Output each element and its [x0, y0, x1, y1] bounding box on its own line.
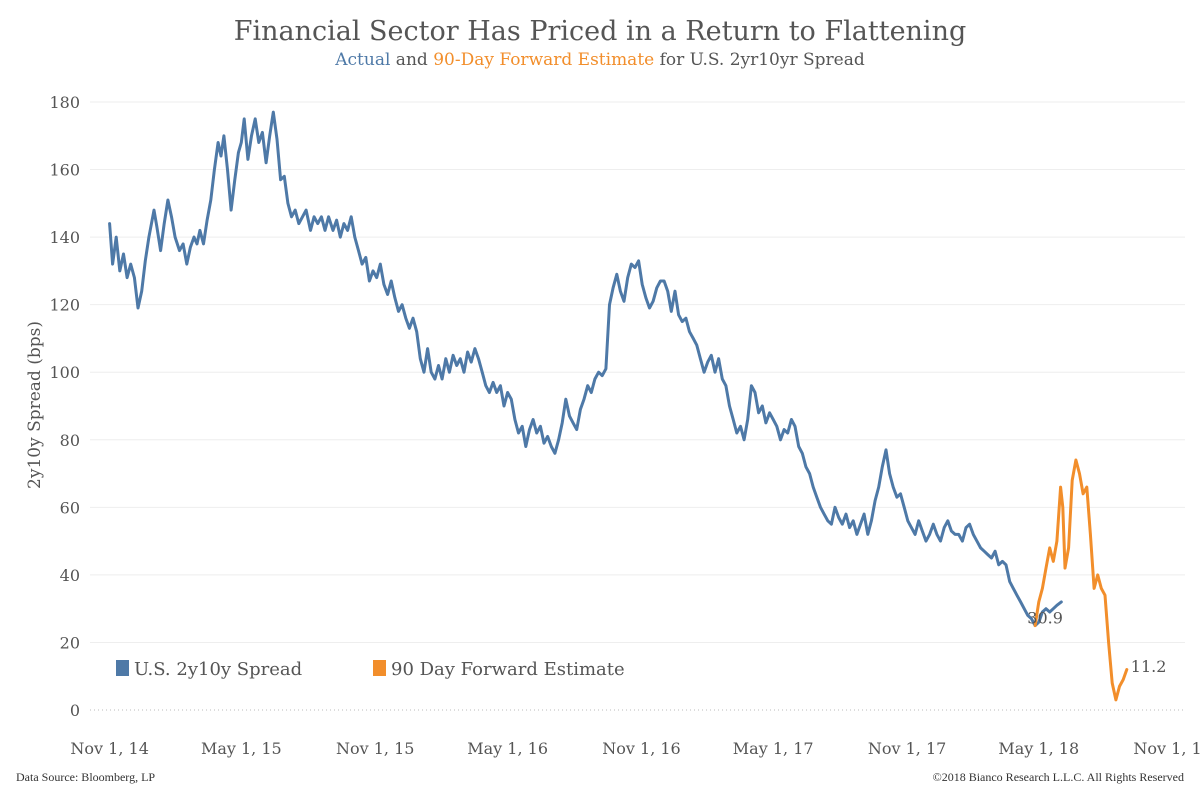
legend-swatch-forward: [373, 660, 386, 676]
y-axis-title: 2y10y Spread (bps): [25, 321, 45, 489]
grid-lines: [90, 101, 1185, 711]
data-source: Data Source: Bloomberg, LP: [16, 770, 156, 784]
x-tick-label: Nov 1, 14: [70, 739, 148, 758]
chart-subtitle: Actual and 90-Day Forward Estimate for U…: [0, 50, 1200, 70]
chart-title: Financial Sector Has Priced in a Return …: [233, 16, 967, 47]
x-tick-label: May 1, 17: [733, 739, 814, 758]
y-tick-label: 60: [60, 498, 80, 517]
x-tick-label: Nov 1, 15: [336, 739, 414, 758]
x-tick-label: Nov 1, 18: [1133, 739, 1200, 758]
legend-swatch-actual: [116, 660, 129, 676]
forward-estimate-line: [1033, 458, 1129, 702]
x-axis-ticks: Nov 1, 14 May 1, 15 Nov 1, 15 May 1, 16 Nov …: [70, 739, 1200, 758]
legend: U.S. 2y10y Spread 90 Day Forward Estimate: [116, 659, 625, 680]
y-axis-ticks: 0 20 40 60 80 100 120 140 160 180: [49, 93, 80, 720]
annotations: 30.9 11.2: [1027, 609, 1166, 677]
y-tick-label: 120: [49, 296, 80, 315]
y-tick-label: 20: [60, 633, 80, 652]
annotation-label: 30.9: [1027, 609, 1063, 628]
x-tick-label: May 1, 18: [998, 739, 1079, 758]
legend-label-actual: U.S. 2y10y Spread: [134, 659, 302, 680]
x-tick-label: May 1, 15: [201, 739, 282, 758]
subtitle-and: and: [390, 50, 434, 70]
x-tick-label: Nov 1, 16: [602, 739, 680, 758]
y-tick-label: 160: [49, 161, 80, 180]
x-tick-label: Nov 1, 17: [868, 739, 946, 758]
subtitle-forward: 90-Day Forward Estimate: [433, 50, 655, 70]
annotation-label: 11.2: [1131, 657, 1167, 676]
subtitle-actual: Actual: [335, 50, 391, 70]
y-tick-label: 80: [60, 431, 80, 450]
actual-spread-line: [108, 110, 1063, 628]
legend-label-forward: 90 Day Forward Estimate: [391, 659, 625, 680]
y-tick-label: 140: [49, 228, 80, 247]
y-tick-label: 100: [49, 363, 80, 382]
series-lines: [108, 110, 1129, 702]
y-tick-label: 40: [60, 566, 80, 585]
subtitle-rest: for U.S. 2yr10yr Spread: [654, 50, 865, 70]
copyright: ©2018 Bianco Research L.L.C. All Rights …: [932, 770, 1184, 784]
x-tick-label: May 1, 16: [467, 739, 548, 758]
y-tick-label: 180: [49, 93, 80, 112]
y-tick-label: 0: [70, 701, 80, 720]
